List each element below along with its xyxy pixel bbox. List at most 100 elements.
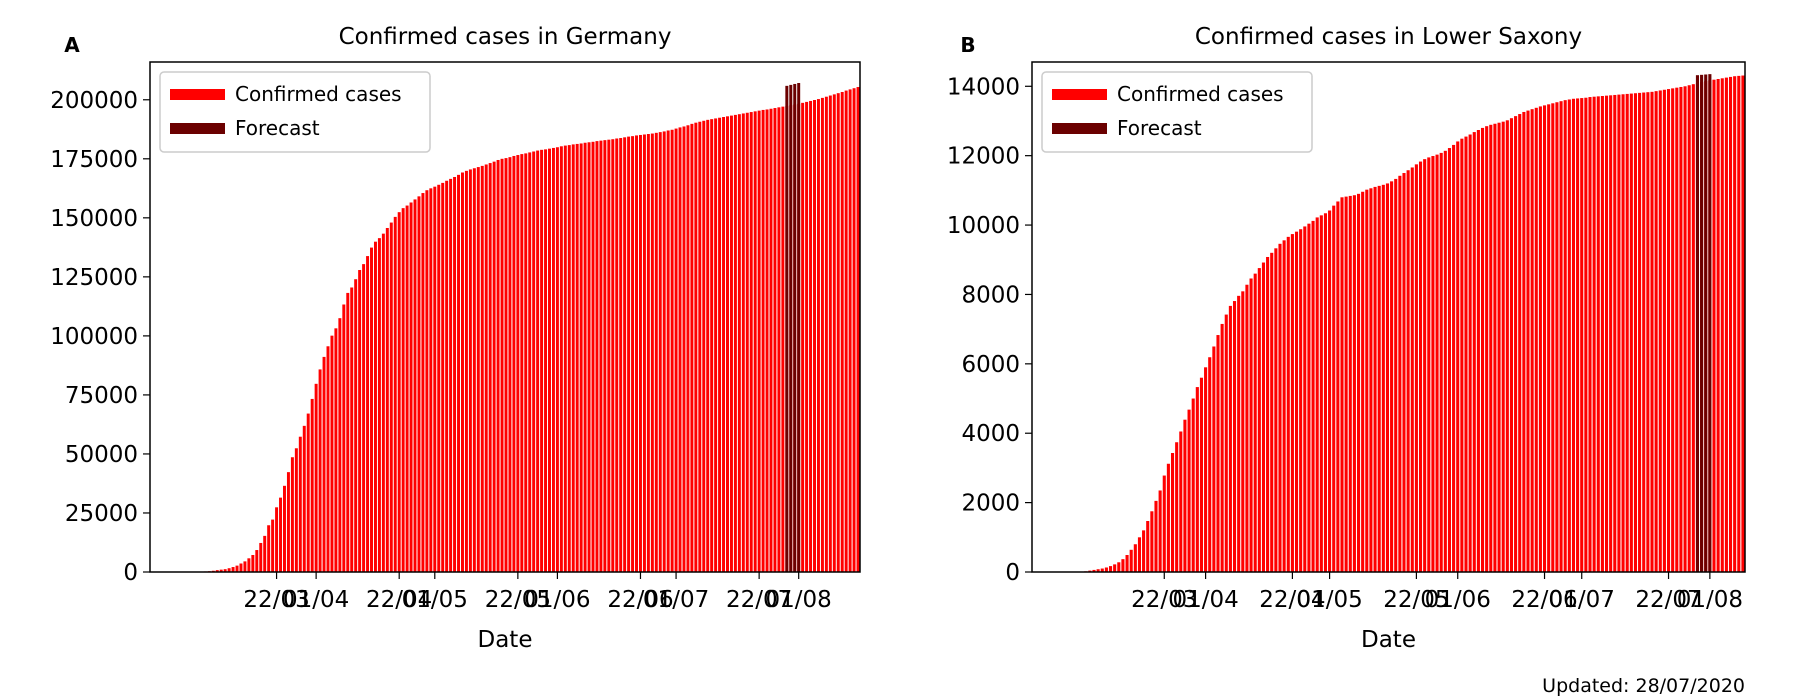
panel-lower-saxony: 0200040006000800010000120001400022/0301/… — [947, 24, 1746, 653]
y-tick-label: 50000 — [65, 442, 138, 468]
confirmed-bar — [1497, 122, 1501, 573]
legend-box — [159, 71, 431, 153]
confirmed-bar — [595, 141, 599, 572]
confirmed-bar — [409, 202, 413, 573]
confirmed-bar — [1687, 85, 1691, 573]
confirmed-bar — [350, 287, 354, 572]
confirmed-bar — [1216, 335, 1220, 572]
confirmed-bar — [757, 110, 761, 572]
confirmed-bar — [1476, 130, 1480, 572]
confirmed-bar — [745, 112, 749, 572]
confirmed-bar — [1613, 94, 1617, 573]
confirmed-bar — [1121, 559, 1125, 572]
confirmed-bar — [1361, 191, 1365, 572]
confirmed-bar — [1737, 75, 1741, 572]
confirmed-bar — [1592, 96, 1596, 572]
confirmed-bar — [1245, 284, 1249, 572]
confirmed-bar — [820, 97, 824, 572]
confirmed-bar — [472, 168, 476, 572]
confirmed-bar — [674, 128, 678, 572]
confirmed-bar — [476, 167, 480, 572]
confirmed-bar — [1373, 186, 1377, 572]
confirmed-bar — [1716, 79, 1720, 572]
confirmed-bar — [1352, 195, 1356, 572]
confirmed-bar — [813, 100, 816, 572]
confirmed-bar — [405, 205, 409, 572]
confirmed-bar — [1195, 387, 1199, 572]
y-tick-label: 12000 — [947, 144, 1020, 170]
confirmed-bar — [441, 182, 445, 572]
confirmed-bar — [1150, 511, 1154, 572]
confirmed-bar — [631, 136, 635, 572]
x-tick-label: 22/06 — [607, 587, 673, 613]
confirmed-bar — [623, 137, 627, 572]
confirmed-bar — [1604, 95, 1609, 573]
confirmed-bar — [488, 163, 492, 572]
confirmed-bar — [306, 413, 310, 572]
plot-frame — [149, 61, 861, 573]
y-tick-label: 6000 — [961, 352, 1020, 378]
confirmed-bar — [1530, 109, 1534, 573]
confirmed-bar — [749, 112, 753, 572]
confirmed-bar — [354, 279, 358, 572]
confirmed-bar — [1162, 475, 1166, 572]
confirmed-bar — [583, 142, 587, 572]
confirmed-bar — [1501, 121, 1505, 573]
panel-label: B — [960, 33, 975, 57]
x-tick-label: 01/06 — [1425, 587, 1491, 613]
confirmed-bar — [840, 91, 844, 573]
x-tick-label: 22/05 — [485, 587, 551, 613]
confirmed-bar — [690, 123, 694, 573]
confirmed-bar — [1406, 170, 1410, 573]
confirmed-bar — [1170, 453, 1175, 572]
confirmed-bar — [1468, 134, 1472, 572]
confirmed-bar — [302, 425, 306, 572]
confirmed-bar — [1633, 93, 1638, 572]
confirmed-bar — [1146, 521, 1150, 572]
confirmed-bar — [536, 150, 540, 573]
confirmed-bar — [314, 383, 318, 572]
confirmed-bar — [555, 147, 559, 573]
confirmed-bar — [468, 169, 472, 572]
confirmed-bar — [283, 485, 286, 572]
confirmed-bar — [1257, 268, 1261, 572]
confirmed-bar — [1443, 150, 1447, 572]
panel-label: A — [64, 33, 80, 57]
confirmed-bar — [607, 139, 611, 572]
confirmed-bar — [429, 188, 433, 572]
y-tick-label: 200000 — [50, 88, 138, 114]
confirmed-bar — [1224, 314, 1228, 572]
confirmed-bar — [646, 134, 650, 572]
confirmed-bar — [1414, 164, 1418, 572]
confirmed-bar — [848, 89, 852, 572]
confirmed-bar — [263, 535, 267, 573]
confirmed-bar — [1609, 95, 1613, 572]
confirmed-bar — [1232, 301, 1237, 572]
confirmed-bar — [1542, 105, 1547, 573]
confirmed-bar — [1100, 568, 1104, 572]
confirmed-bar — [654, 132, 658, 572]
confirmed-bar — [271, 519, 275, 572]
y-tick-label: 10000 — [947, 213, 1020, 239]
confirmed-bar — [1348, 195, 1352, 573]
confirmed-bar — [1447, 148, 1452, 573]
x-tick-label: 22/04 — [366, 587, 432, 613]
confirmed-bar — [836, 93, 840, 573]
confirmed-bar — [1571, 98, 1576, 572]
confirmed-bar — [1485, 126, 1489, 573]
confirmed-bar — [579, 143, 583, 572]
confirmed-bar — [856, 87, 860, 572]
confirmed-bar — [753, 111, 757, 572]
confirmed-bar — [393, 216, 397, 572]
confirmed-bar — [1249, 278, 1253, 572]
confirmed-bar — [492, 161, 496, 572]
confirmed-bar — [1538, 106, 1542, 572]
confirmed-bar — [290, 457, 294, 572]
confirmed-bar — [508, 157, 512, 572]
confirmed-bar — [1154, 500, 1158, 572]
confirmed-bar — [1133, 544, 1137, 572]
confirmed-bar — [1720, 78, 1724, 572]
x-tick-label: 22/07 — [726, 587, 792, 613]
confirmed-bar — [279, 497, 283, 573]
